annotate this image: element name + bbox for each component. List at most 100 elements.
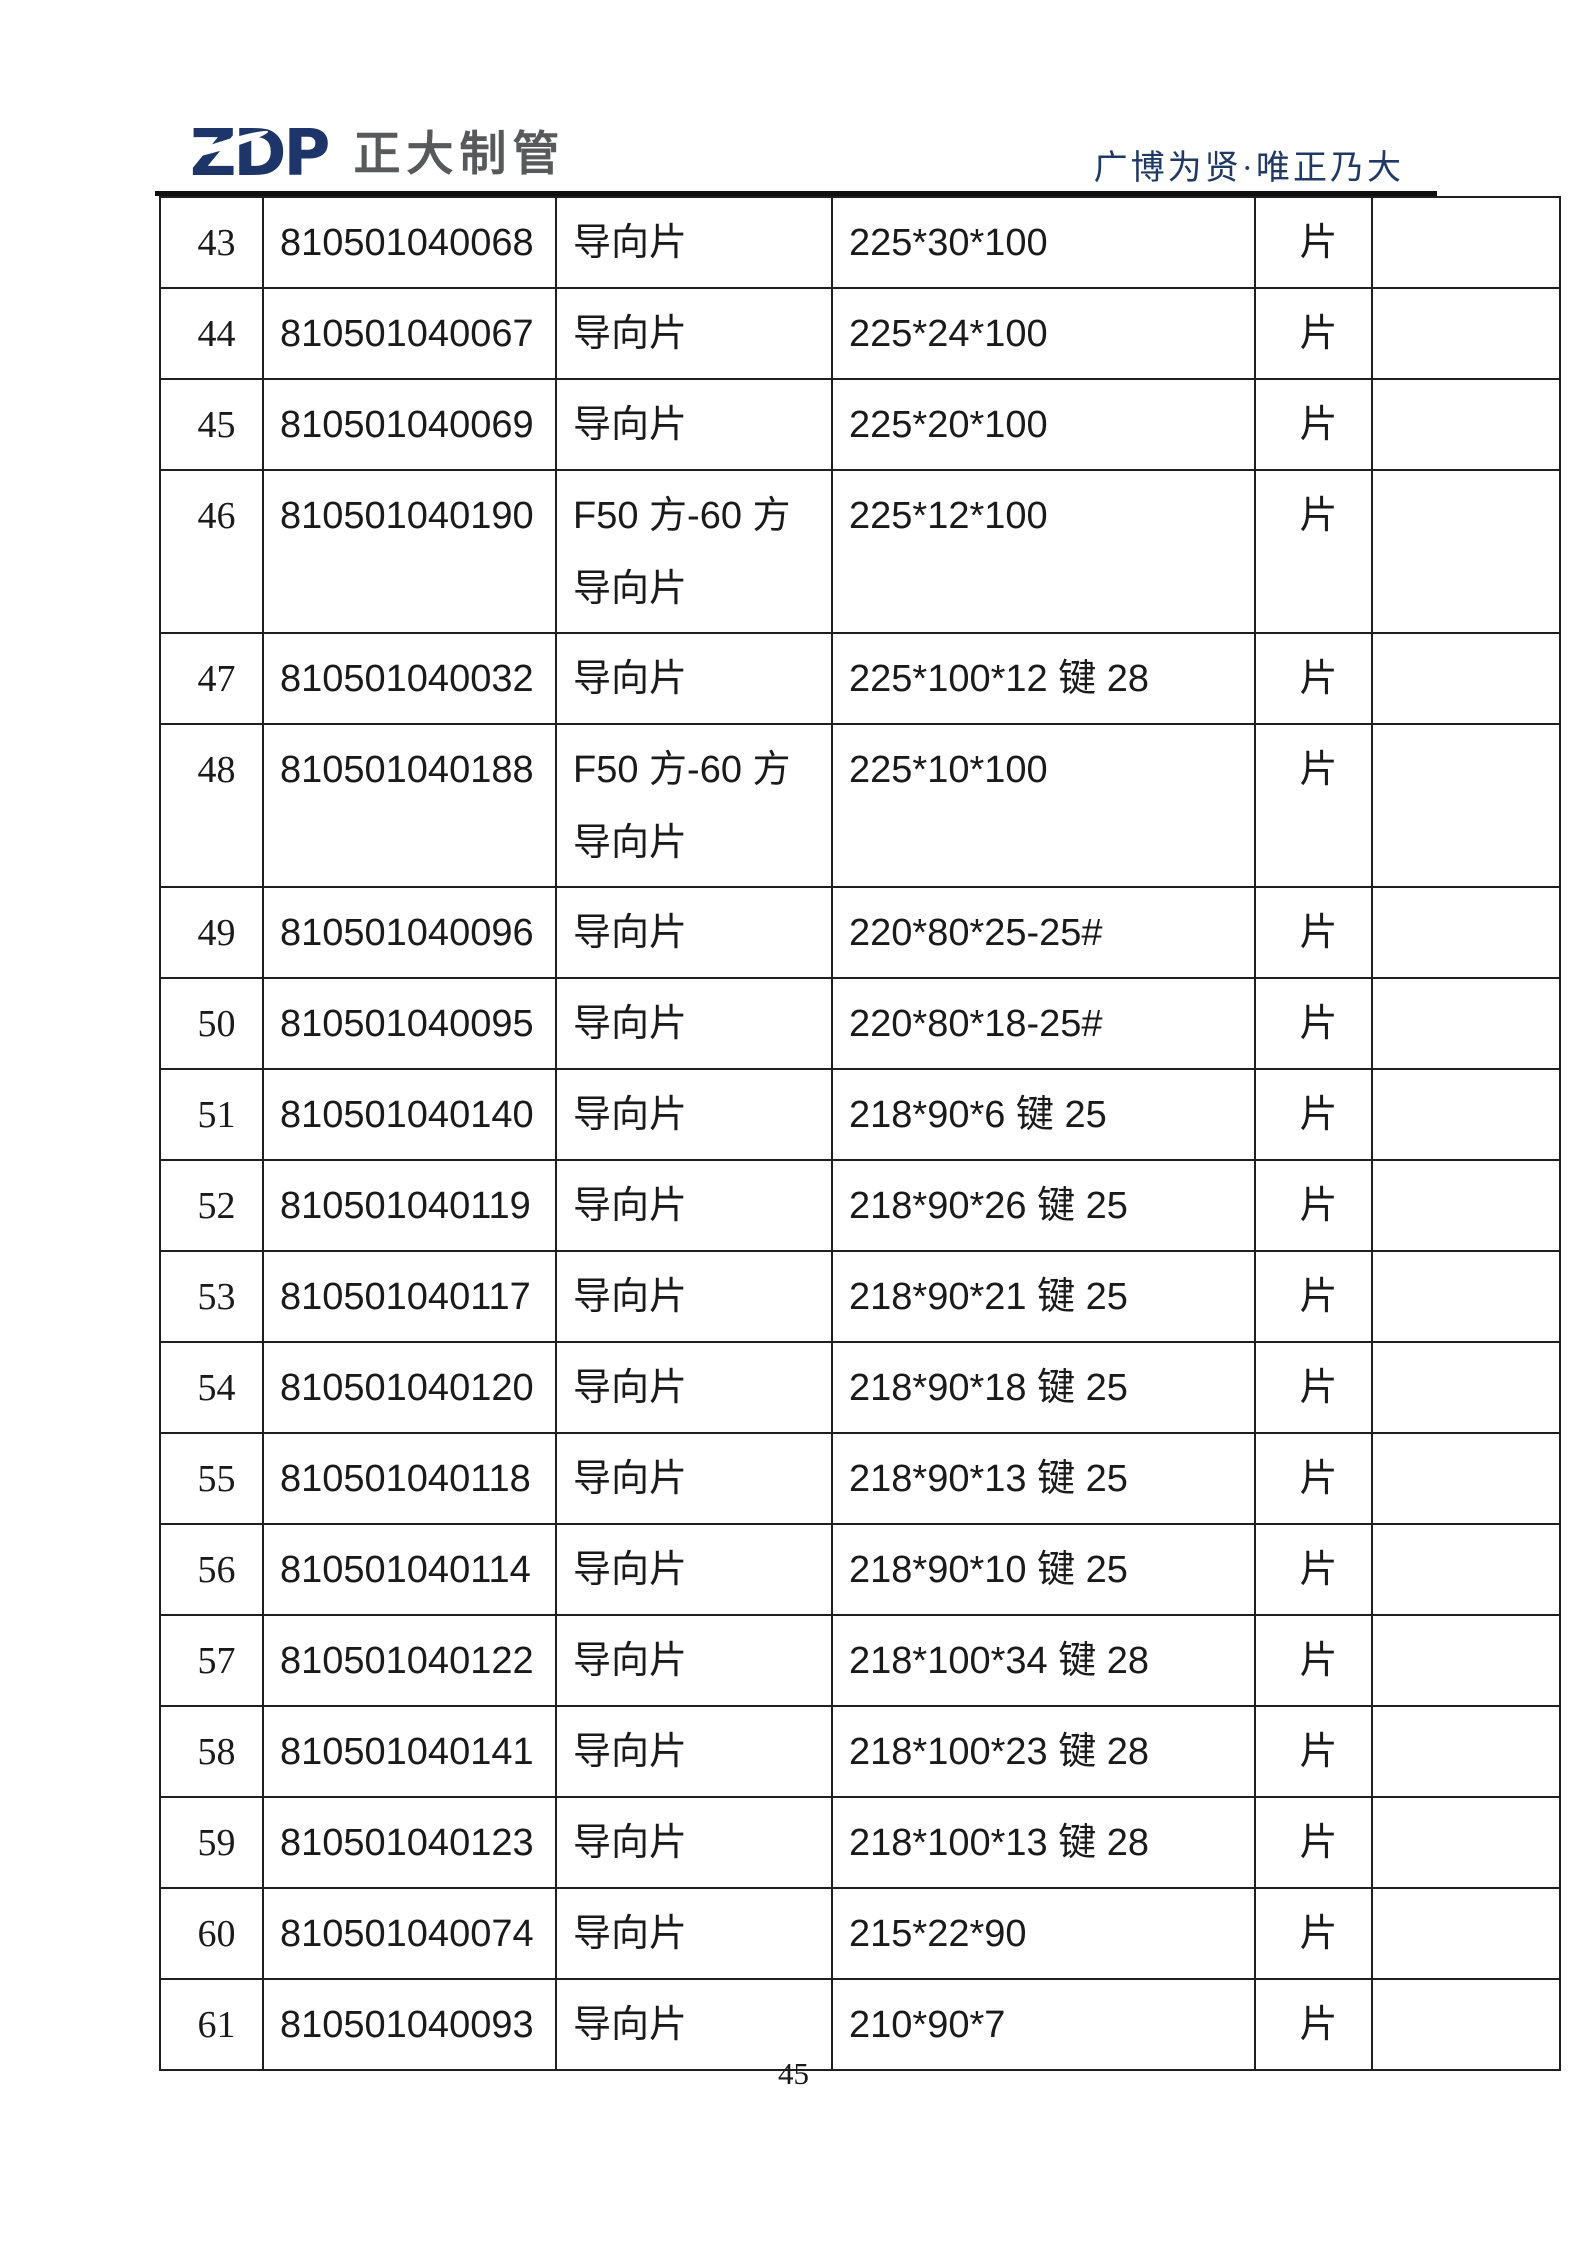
- row-number-cell: 53: [159, 1250, 264, 1343]
- unit-cell: 片: [1254, 1250, 1373, 1343]
- company-name: 正大制管: [353, 127, 566, 180]
- note-cell: [1371, 1614, 1561, 1707]
- table-row: 52 810501040119 导向片 218*90*26 键 25 片: [159, 1159, 1561, 1252]
- name-cell: 导向片: [555, 1705, 833, 1798]
- spec-cell: 218*90*26 键 25: [831, 1159, 1256, 1252]
- company-logo: ZDP 正大制管: [190, 122, 566, 186]
- name-cell: F50 方-60 方导向片: [555, 723, 833, 888]
- row-number-cell: 48: [159, 723, 264, 888]
- row-number-cell: 55: [159, 1432, 264, 1525]
- note-cell: [1371, 1159, 1561, 1252]
- row-number-cell: 57: [159, 1614, 264, 1707]
- note-cell: [1371, 287, 1561, 380]
- code-cell: 810501040122: [262, 1614, 557, 1707]
- name-cell: F50 方-60 方导向片: [555, 469, 833, 634]
- note-cell: [1371, 632, 1561, 725]
- name-cell: 导向片: [555, 1887, 833, 1980]
- table-row: 59 810501040123 导向片 218*100*13 键 28 片: [159, 1796, 1561, 1889]
- note-cell: [1371, 886, 1561, 979]
- note-cell: [1371, 378, 1561, 471]
- spec-cell: 218*90*10 键 25: [831, 1523, 1256, 1616]
- table-row: 60 810501040074 导向片 215*22*90 片: [159, 1887, 1561, 1980]
- code-cell: 810501040190: [262, 469, 557, 634]
- row-number-cell: 44: [159, 287, 264, 380]
- name-cell: 导向片: [555, 1523, 833, 1616]
- table-row: 46 810501040190 F50 方-60 方导向片 225*12*100…: [159, 469, 1561, 634]
- name-cell: 导向片: [555, 378, 833, 471]
- spec-cell: 225*20*100: [831, 378, 1256, 471]
- table-row: 50 810501040095 导向片 220*80*18-25# 片: [159, 977, 1561, 1070]
- header-rule: [155, 191, 1437, 196]
- table-row: 44 810501040067 导向片 225*24*100 片: [159, 287, 1561, 380]
- spec-cell: 218*100*23 键 28: [831, 1705, 1256, 1798]
- unit-cell: 片: [1254, 1068, 1373, 1161]
- unit-cell: 片: [1254, 1159, 1373, 1252]
- table-row: 56 810501040114 导向片 218*90*10 键 25 片: [159, 1523, 1561, 1616]
- page-number: 45: [778, 2056, 809, 2091]
- spec-cell: 215*22*90: [831, 1887, 1256, 1980]
- table-row: 54 810501040120 导向片 218*90*18 键 25 片: [159, 1341, 1561, 1434]
- code-cell: 810501040118: [262, 1432, 557, 1525]
- code-cell: 810501040067: [262, 287, 557, 380]
- row-number-cell: 46: [159, 469, 264, 634]
- name-cell: 导向片: [555, 1068, 833, 1161]
- name-cell: 导向片: [555, 287, 833, 380]
- spec-cell: 218*90*21 键 25: [831, 1250, 1256, 1343]
- spec-cell: 210*90*7: [831, 1978, 1256, 2071]
- table-row: 61 810501040093 导向片 210*90*7 片: [159, 1978, 1561, 2071]
- spec-cell: 218*100*13 键 28: [831, 1796, 1256, 1889]
- unit-cell: 片: [1254, 1705, 1373, 1798]
- spec-cell: 218*100*34 键 28: [831, 1614, 1256, 1707]
- row-number-cell: 60: [159, 1887, 264, 1980]
- name-cell: 导向片: [555, 1250, 833, 1343]
- note-cell: [1371, 1887, 1561, 1980]
- spec-cell: 220*80*25-25#: [831, 886, 1256, 979]
- code-cell: 810501040140: [262, 1068, 557, 1161]
- unit-cell: 片: [1254, 1887, 1373, 1980]
- row-number-cell: 61: [159, 1978, 264, 2071]
- row-number-cell: 49: [159, 886, 264, 979]
- unit-cell: 片: [1254, 378, 1373, 471]
- table-row: 53 810501040117 导向片 218*90*21 键 25 片: [159, 1250, 1561, 1343]
- spec-cell: 218*90*18 键 25: [831, 1341, 1256, 1434]
- unit-cell: 片: [1254, 1614, 1373, 1707]
- code-cell: 810501040032: [262, 632, 557, 725]
- code-cell: 810501040069: [262, 378, 557, 471]
- spec-cell: 218*90*13 键 25: [831, 1432, 1256, 1525]
- page-header: ZDP 正大制管 广博为贤·唯正乃大: [0, 0, 1587, 196]
- name-cell: 导向片: [555, 1614, 833, 1707]
- spec-cell: 225*30*100: [831, 196, 1256, 289]
- table-row: 45 810501040069 导向片 225*20*100 片: [159, 378, 1561, 471]
- row-number-cell: 52: [159, 1159, 264, 1252]
- table-row: 58 810501040141 导向片 218*100*23 键 28 片: [159, 1705, 1561, 1798]
- row-number-cell: 56: [159, 1523, 264, 1616]
- table-row: 43 810501040068 导向片 225*30*100 片: [159, 196, 1561, 289]
- unit-cell: 片: [1254, 723, 1373, 888]
- unit-cell: 片: [1254, 886, 1373, 979]
- note-cell: [1371, 469, 1561, 634]
- unit-cell: 片: [1254, 1523, 1373, 1616]
- note-cell: [1371, 196, 1561, 289]
- spec-cell: 220*80*18-25#: [831, 977, 1256, 1070]
- code-cell: 810501040123: [262, 1796, 557, 1889]
- spec-cell: 225*12*100: [831, 469, 1256, 634]
- spec-cell: 225*100*12 键 28: [831, 632, 1256, 725]
- name-cell: 导向片: [555, 1159, 833, 1252]
- table-row: 47 810501040032 导向片 225*100*12 键 28 片: [159, 632, 1561, 725]
- unit-cell: 片: [1254, 287, 1373, 380]
- note-cell: [1371, 1705, 1561, 1798]
- note-cell: [1371, 1796, 1561, 1889]
- table-row: 55 810501040118 导向片 218*90*13 键 25 片: [159, 1432, 1561, 1525]
- table-row: 51 810501040140 导向片 218*90*6 键 25 片: [159, 1068, 1561, 1161]
- name-cell: 导向片: [555, 977, 833, 1070]
- note-cell: [1371, 977, 1561, 1070]
- note-cell: [1371, 1523, 1561, 1616]
- code-cell: 810501040068: [262, 196, 557, 289]
- name-cell: 导向片: [555, 1978, 833, 2071]
- row-number-cell: 54: [159, 1341, 264, 1434]
- unit-cell: 片: [1254, 469, 1373, 634]
- table-row: 57 810501040122 导向片 218*100*34 键 28 片: [159, 1614, 1561, 1707]
- row-number-cell: 43: [159, 196, 264, 289]
- code-cell: 810501040095: [262, 977, 557, 1070]
